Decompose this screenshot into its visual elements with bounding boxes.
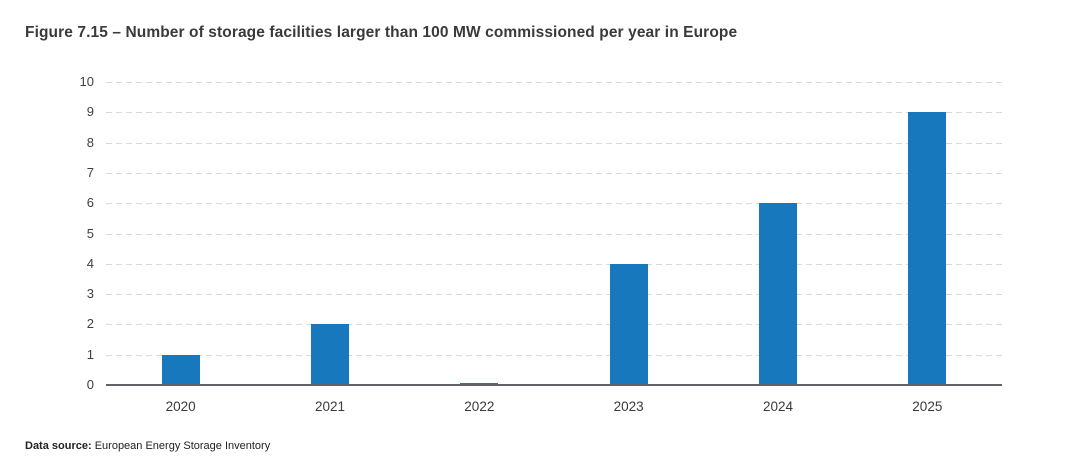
gridline-5: [106, 233, 1002, 235]
y-tick-label-6: 6: [86, 195, 94, 211]
gridline-9: [106, 112, 1002, 114]
gridline-3: [106, 294, 1002, 296]
gridline-7: [106, 172, 1002, 174]
gridline-6: [106, 203, 1002, 205]
y-tick-label-3: 3: [86, 286, 94, 302]
gridline-8: [106, 142, 1002, 144]
bar-2021: [311, 324, 349, 385]
x-tick-label-2025: 2025: [912, 399, 943, 414]
figure-title: Figure 7.15 – Number of storage faciliti…: [25, 24, 738, 41]
y-tick-label-9: 9: [86, 104, 94, 120]
data-source-label: Data source:: [25, 440, 92, 452]
bar-2020: [161, 354, 200, 385]
x-axis-line: [106, 384, 1002, 386]
x-tick-label-2024: 2024: [762, 399, 794, 414]
y-tick-label-2: 2: [86, 316, 94, 332]
bar-2025: [908, 112, 947, 385]
data-source: Data source: European Energy Storage Inv…: [25, 440, 270, 452]
gridline-2: [106, 324, 1002, 326]
y-tick-label-7: 7: [86, 164, 94, 180]
bar-chart-plot-area: 0 1 2 3 4 5 6 7 8 9 10 2020 2021 2022 2023 2024 2025: [80, 74, 1002, 414]
bar-2024: [759, 203, 797, 385]
gridline-4: [106, 263, 1002, 265]
y-tick-label-4: 4: [86, 255, 94, 271]
gridline-10: [106, 82, 1002, 83]
y-tick-label-5: 5: [86, 225, 94, 241]
data-source-text: European Energy Storage Inventory: [94, 440, 271, 452]
x-tick-label-2020: 2020: [165, 399, 196, 414]
x-tick-label-2022: 2022: [464, 399, 495, 414]
x-tick-label-2023: 2023: [613, 399, 644, 414]
y-tick-label-10: 10: [79, 74, 94, 89]
gridline-1: [106, 354, 1002, 356]
y-tick-label-1: 1: [86, 346, 94, 362]
x-tick-label-2021: 2021: [314, 399, 346, 414]
bar-2023: [609, 263, 648, 385]
y-tick-label-8: 8: [86, 134, 94, 150]
y-tick-label-0: 0: [86, 377, 94, 392]
